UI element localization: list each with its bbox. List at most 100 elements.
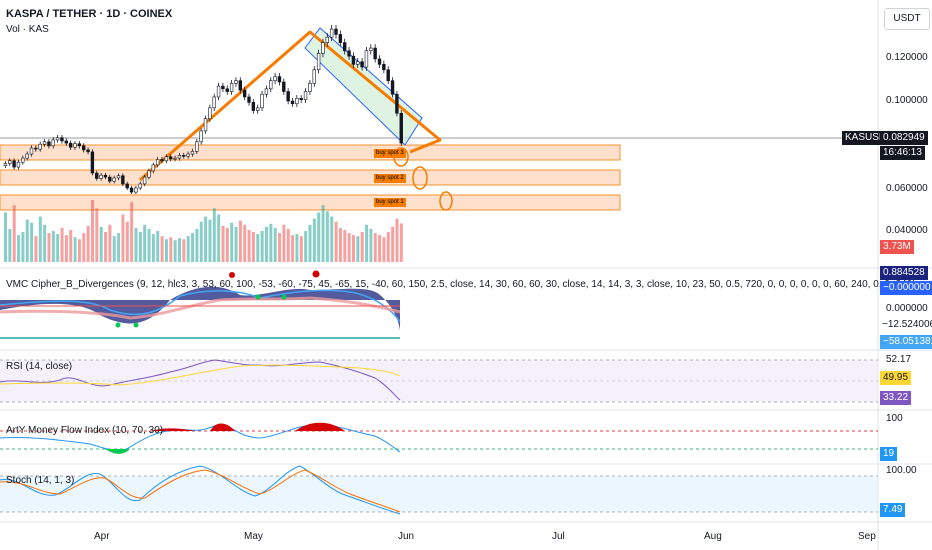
candle-body (295, 98, 299, 105)
candle-body (103, 174, 108, 178)
volume-bar (204, 216, 208, 262)
volume-bar (173, 240, 177, 262)
rsi-indicator (0, 359, 878, 403)
chart-title: KASPA / TETHER · 1D · COINEX (6, 8, 173, 20)
volume-bar (121, 214, 125, 262)
volume-bar (82, 233, 86, 262)
countdown-badge: 16:46:13 (880, 146, 925, 160)
volume-bar (195, 228, 199, 262)
candle-body (16, 161, 21, 168)
candle-body (334, 28, 338, 35)
candle-body (264, 88, 269, 95)
volume-bar (8, 228, 12, 262)
candle-body (12, 160, 16, 168)
rsi-legend[interactable]: RSI (14, close) (6, 361, 73, 372)
candle-body (116, 175, 121, 179)
volume-bar (169, 237, 173, 262)
stoch-legend[interactable]: Stoch (14, 1, 3) (6, 475, 75, 486)
volume-bar (295, 234, 299, 262)
volume-bar (217, 214, 221, 262)
volume-bar (156, 231, 160, 262)
volume-legend: Vol · KAS (6, 24, 49, 35)
currency-button[interactable]: USDT (884, 8, 930, 30)
stoch-badge: 7.49 (880, 503, 906, 517)
volume-bar (265, 226, 268, 262)
candle-body (234, 80, 238, 84)
volume-bar (321, 205, 325, 262)
candle-body (99, 174, 103, 179)
candle-body (316, 53, 321, 71)
volume-bar (247, 229, 251, 262)
mfi-badge: 19 (880, 447, 898, 461)
volume-bar (330, 216, 334, 262)
candle-body (182, 155, 186, 157)
volume-bar (373, 233, 377, 262)
candle-body (338, 34, 343, 43)
volume-bar (378, 235, 382, 262)
candle-body (51, 139, 55, 147)
candle-body (399, 112, 403, 144)
buy-zone-3 (0, 144, 621, 161)
candle-body (321, 42, 325, 54)
volume-bar (125, 221, 129, 262)
candle-body (42, 141, 47, 145)
volume-bar (273, 227, 277, 262)
candle-body (151, 164, 155, 172)
buy-spot-1-label: buy spot 1 (374, 198, 406, 207)
volume-bar (99, 226, 103, 262)
buy-zone-2 (0, 169, 621, 186)
volume-bar (238, 220, 242, 262)
volume-bar (178, 238, 181, 262)
vmc-legend[interactable]: VMC Cipher_B_Divergences (9, 12, hlc3, 3… (6, 279, 916, 290)
candle-body (277, 76, 282, 83)
volume-bar (164, 239, 168, 262)
volume-bar (325, 211, 329, 262)
candle-body (190, 151, 195, 155)
mfi-legend[interactable]: ArtY Money Flow Index (10, 70, 30) (6, 425, 164, 436)
candle-body (251, 102, 256, 111)
candle-body (325, 36, 329, 43)
volume-bar (304, 231, 308, 262)
time-label: Apr (94, 531, 110, 542)
candle-body (134, 187, 138, 193)
volume-bar (352, 235, 355, 262)
volume-bar (51, 231, 55, 262)
candle-body (142, 176, 147, 185)
rsi-tick: 52.17 (886, 354, 912, 365)
candle-body (377, 58, 382, 65)
candle-body (342, 42, 347, 52)
volume-bar (77, 239, 81, 262)
volume-bar (143, 224, 147, 262)
buy-spot-2-label: buy spot 2 (374, 174, 406, 183)
volume-bar (260, 231, 264, 262)
vmc-tick: 0.000000 (886, 303, 928, 314)
volume-bar (256, 234, 260, 262)
volume-bar (386, 232, 390, 262)
price-tick: 0.040000 (886, 225, 928, 236)
candle-body (247, 96, 251, 103)
volume-bar (56, 234, 60, 262)
volume-bar (343, 229, 347, 262)
candle-body (351, 55, 356, 65)
volume-bar (395, 218, 399, 262)
volume-bar (69, 229, 73, 262)
candle-body (29, 147, 34, 155)
candle-body (73, 143, 77, 148)
candle-body (90, 151, 95, 174)
vmc-indicator (0, 270, 401, 339)
volume-bar (17, 235, 21, 262)
candle-body (212, 96, 216, 109)
candle-body (382, 64, 386, 71)
stoch-tick: 100.00 (886, 465, 917, 476)
time-label: Jun (398, 531, 415, 542)
volume-bar (286, 228, 290, 262)
candle-body (229, 83, 234, 92)
candle-body (95, 172, 99, 179)
candle-body (68, 142, 73, 148)
candle-body (390, 80, 395, 95)
time-label: Aug (704, 531, 722, 542)
volume-bar (382, 237, 386, 262)
volume-bar (221, 225, 225, 262)
candle-body (164, 156, 169, 162)
